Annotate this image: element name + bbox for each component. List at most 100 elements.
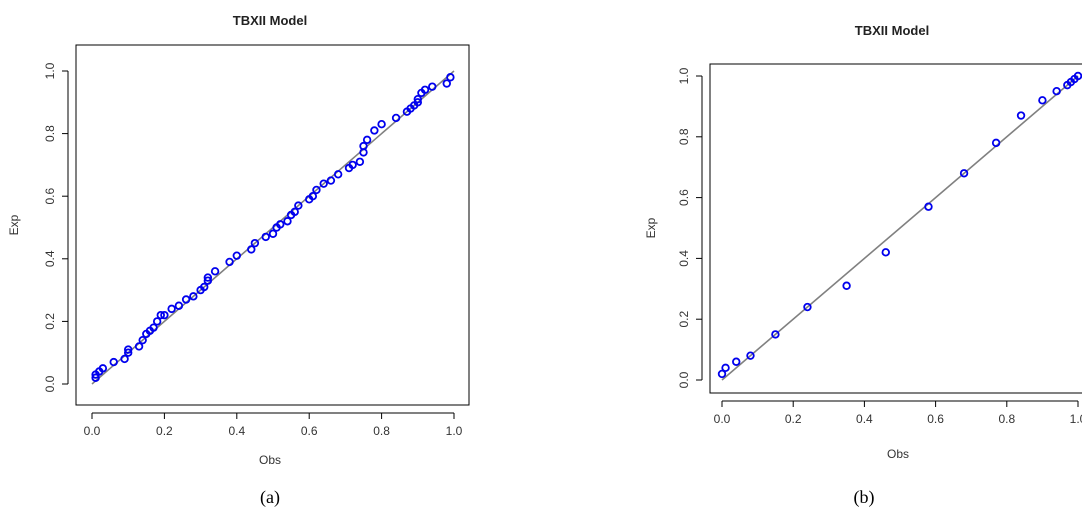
data-point [842, 281, 851, 290]
plot-frame [709, 63, 1082, 394]
data-point [200, 282, 209, 292]
data-point [308, 191, 318, 201]
data-point [319, 179, 328, 188]
data-point [359, 141, 368, 151]
data-point [391, 113, 401, 123]
data-point [294, 201, 303, 210]
y-tick-label: 0.4 [43, 250, 57, 267]
data-point [174, 301, 184, 310]
y-tick-label: 0.8 [677, 128, 691, 145]
data-point [442, 79, 451, 88]
data-point [156, 310, 165, 320]
data-point [232, 251, 241, 260]
data-point [428, 82, 437, 91]
data-point [109, 357, 118, 367]
x-tick-label: 1.0 [1070, 412, 1082, 426]
data-point [377, 120, 386, 129]
data-point [120, 354, 129, 364]
x-tick-label: 0.8 [373, 424, 390, 438]
chart-panel-b: TBXII Model 0.0 0.2 0.4 0.6 0.8 1.0 0.0 0.2 0.4 0.… [644, 23, 1082, 508]
data-point [203, 276, 213, 285]
data-point [276, 220, 285, 229]
data-point [123, 348, 133, 357]
chart-title: TBXII Model [855, 23, 929, 38]
y-tick-label: 0.2 [677, 311, 691, 328]
y-tick-label: 0.0 [677, 371, 691, 388]
x-tick-label: 0.2 [785, 412, 802, 426]
data-point [247, 245, 256, 254]
data-point [413, 94, 422, 104]
data-point [123, 345, 133, 354]
plot-frame [75, 44, 470, 406]
data-point [326, 176, 336, 185]
data-point [261, 232, 270, 242]
data-point [991, 138, 1001, 148]
x-tick-label: 0.4 [228, 424, 245, 438]
y-axis-label: Exp [7, 214, 21, 235]
data-point [746, 351, 755, 360]
x-axis-label: Obs [887, 447, 909, 461]
data-point [370, 126, 379, 135]
plot-area [91, 70, 455, 385]
fitted-line [721, 75, 1079, 381]
data-point [1016, 111, 1026, 120]
x-tick-label: 0.0 [714, 412, 731, 426]
data-point [771, 330, 780, 339]
data-point [355, 157, 365, 166]
y-tick-label: 1.0 [677, 67, 691, 84]
x-tick-label: 0.6 [301, 424, 318, 438]
data-point [1073, 71, 1082, 81]
data-point [924, 202, 933, 211]
data-point [134, 342, 144, 351]
x-axis-label: Obs [259, 453, 281, 467]
data-point [250, 238, 260, 248]
data-point [98, 364, 108, 373]
data-point [717, 369, 727, 379]
data-point [732, 357, 741, 366]
x-tick-label: 0.0 [84, 424, 101, 438]
data-point [167, 304, 176, 314]
data-point [152, 317, 162, 326]
data-point [362, 135, 372, 145]
data-point [203, 273, 213, 282]
data-point [283, 217, 292, 226]
y-tick-label: 0.6 [677, 189, 691, 206]
data-point [181, 295, 191, 304]
data-point [225, 257, 234, 267]
data-point [959, 169, 969, 178]
data-point [1052, 86, 1061, 96]
x-tick-label: 0.6 [927, 412, 944, 426]
data-point [803, 302, 812, 312]
x-tick-label: 0.2 [156, 424, 173, 438]
chart-panel-a: TBXII Model 0.0 0.2 0.4 0.6 0.8 1.0 0.0 0.2 0.4 0.… [7, 13, 470, 508]
chart-title: TBXII Model [233, 13, 307, 28]
data-point [189, 292, 198, 301]
y-tick-label: 1.0 [43, 62, 57, 79]
data-point [268, 229, 278, 238]
data-point [881, 248, 890, 257]
data-point [413, 98, 422, 107]
data-point [91, 373, 100, 382]
x-tick-label: 1.0 [446, 424, 463, 438]
data-point [420, 85, 430, 94]
data-point [312, 185, 321, 195]
panel-caption: (a) [260, 487, 280, 508]
data-point [210, 267, 220, 276]
data-point [1038, 96, 1047, 105]
y-tick-label: 0.6 [43, 188, 57, 205]
panel-caption: (b) [854, 487, 875, 508]
y-tick-label: 0.2 [43, 313, 57, 330]
data-point [333, 170, 343, 179]
data-point [290, 207, 299, 217]
x-tick-label: 0.8 [998, 412, 1015, 426]
data-point [138, 335, 147, 345]
data-point [446, 73, 455, 82]
y-tick-label: 0.8 [43, 125, 57, 142]
data-point [721, 363, 730, 373]
x-tick-label: 0.4 [856, 412, 873, 426]
plot-area [717, 71, 1082, 381]
y-axis-label: Exp [644, 217, 658, 238]
data-point [160, 310, 169, 320]
y-tick-label: 0.4 [677, 250, 691, 267]
